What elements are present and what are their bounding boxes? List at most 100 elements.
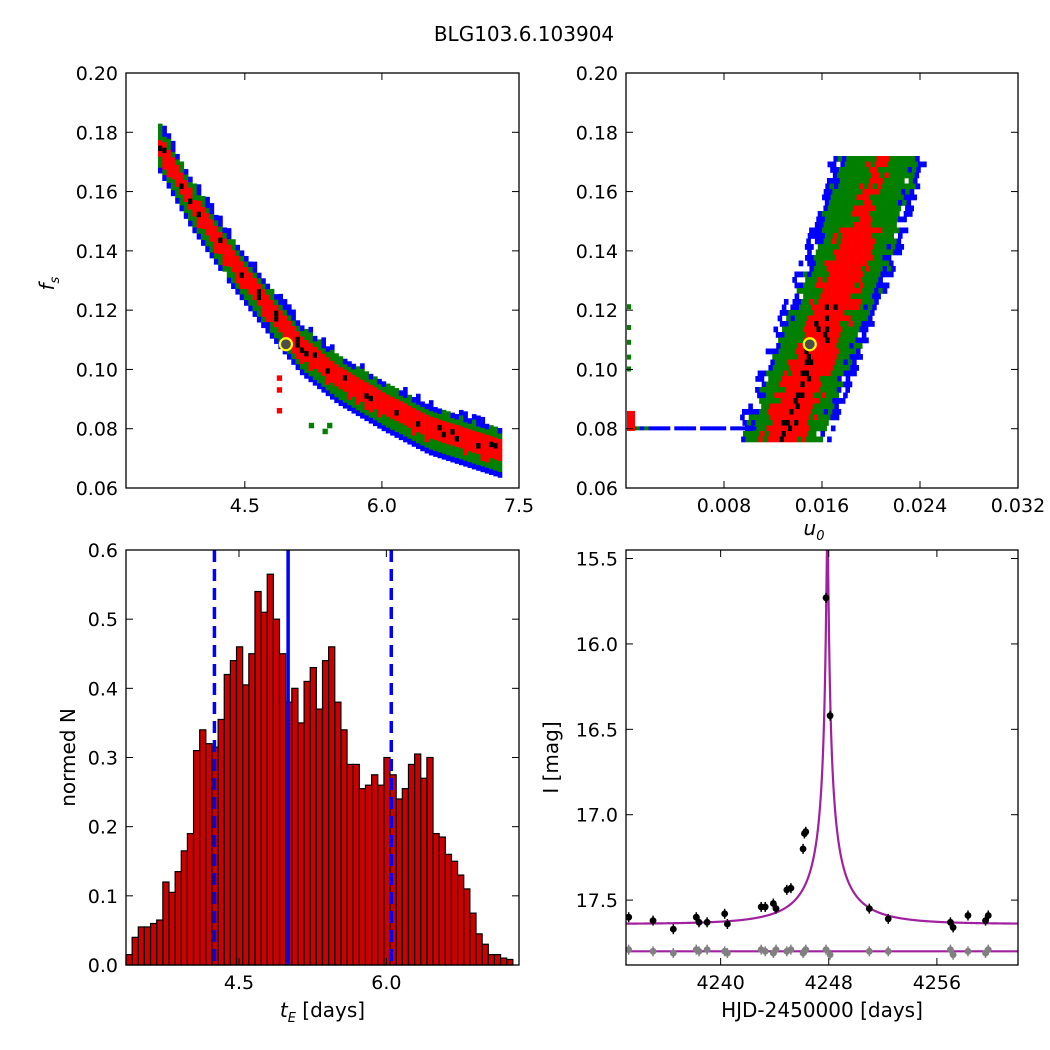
heatmap-tail-cell [648,426,654,431]
heatmap-cell-red [282,332,288,338]
heatmap-cell-red [157,140,163,146]
heatmap-cell-green [805,299,811,305]
heatmap-cell-green [759,409,764,415]
heatmap-cell-green [762,425,767,432]
heatmap-cell-red [817,359,823,366]
heatmap-cell-green [875,249,881,256]
heatmap-cell-green [364,376,369,383]
heatmap-cell-blue [882,266,888,272]
heatmap-cell-green [763,398,769,404]
best-fit-marker [802,337,817,352]
heatmap-cell-red [873,227,879,234]
heatmap-cell-green [847,348,852,355]
x-axis-label-sub: E [288,1011,297,1026]
heatmap-cell-red [385,394,391,401]
heatmap-cell-green [839,211,844,217]
heatmap-cell-green [880,233,886,239]
heatmap-cell-green [829,233,834,239]
heatmap-cell-blue [759,376,765,382]
heatmap-cell-green [853,161,858,168]
heatmap-cells [627,156,927,443]
heatmap-cell-blue [794,293,800,300]
heatmap-cell-black [789,409,794,415]
heatmap-cell-black [814,321,819,327]
heatmap-cell-green [282,310,288,316]
heatmap-cell-green [838,167,844,173]
heatmap-cell-blue [265,327,271,334]
heatmap-cell-blue [243,255,249,262]
heatmap-cell-black [825,326,830,332]
histogram-bar [315,708,324,966]
heatmap-cell-green [890,227,896,234]
heatmap-cell-red [828,271,834,278]
heatmap-cell-green [329,349,335,356]
heatmap-cell-red [248,283,253,290]
heatmap-cell-green [780,343,786,349]
heatmap-cell-green [794,315,800,322]
heatmap-cell-red [368,384,374,391]
histogram-bar [272,618,281,966]
heatmap-cell-green [848,178,854,184]
residual-point [723,949,731,957]
heatmap-cell-red [837,271,843,278]
heatmap-cell-green [805,310,811,316]
heatmap-cell-red [876,183,882,190]
heatmap-cell-green [815,409,820,415]
heatmap-cell-red [815,398,820,404]
heatmap-outlier-cell [276,375,283,381]
heatmap-cell-green [838,183,843,190]
heatmap-cell-red [774,414,780,421]
heatmap-cell-red [776,420,782,426]
heatmap-cell-blue [317,383,322,390]
histogram-bar [137,926,146,966]
heatmap-cell-red [798,376,803,382]
heatmap-cell-green [861,161,867,168]
heatmap-cell-blue [768,365,774,371]
heatmap-cell-green [818,436,824,443]
heatmap-cell-green [446,411,451,418]
heatmap-cell-green [312,368,318,375]
heatmap-cell-green [766,370,771,377]
heatmap-cell-blue [205,196,210,203]
heatmap-cell-green [304,361,309,368]
heatmap-edge-green [627,354,631,360]
heatmap-cell-red [829,304,834,311]
heatmap-cell-red [368,406,374,413]
heatmap-cell-green [450,418,455,424]
heatmap-cell-red [398,417,404,424]
y-tick-label: 0.12 [576,300,618,322]
heatmap-cell-blue [351,363,357,370]
heatmap-cell-blue [261,322,266,329]
heatmap-cell-red [856,227,862,234]
heatmap-edge-red [627,410,635,431]
heatmap-cell-blue [886,244,892,250]
heatmap-cell-blue [817,227,823,234]
heatmap-cell-red [420,417,425,424]
y-tick-label: 0.08 [76,419,118,441]
heatmap-cell-green [381,414,387,421]
heatmap-cell-green [842,216,847,223]
histogram-bar [162,881,170,966]
heatmap-cell-green [192,188,197,195]
heatmap-cell-green [441,442,447,449]
histogram-bar [346,763,354,966]
heatmap-cell-green [904,161,910,168]
heatmap-cell-red [782,392,788,399]
best-fit-marker [278,337,294,352]
heatmap-cell-green [883,238,889,245]
heatmap-cell-green [873,255,879,261]
heatmap-cell-red [857,299,862,305]
heatmap-cell-green [826,227,831,234]
heatmap-cell-green [312,374,318,381]
heatmap-cell-red [819,354,825,360]
heatmap-cell-green [235,283,240,290]
heatmap-cell-red [235,272,240,279]
heatmap-cell-green [894,183,899,190]
heatmap-cell-green [854,216,860,223]
heatmap-cell-green [829,216,834,223]
heatmap-cell-red [458,431,464,438]
heatmap-cell-green [446,416,451,423]
heatmap-cell-green [787,348,792,355]
heatmap-cell-green [179,199,185,206]
heatmap-cell-green [175,159,180,166]
